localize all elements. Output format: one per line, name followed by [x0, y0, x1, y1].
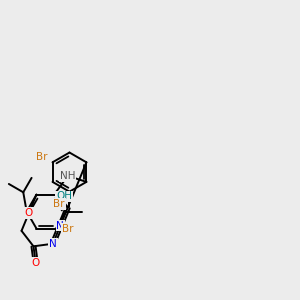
Text: N: N: [49, 239, 57, 249]
Text: Br: Br: [53, 199, 65, 209]
Text: O: O: [25, 208, 33, 218]
Text: O: O: [32, 258, 40, 268]
Text: Br: Br: [62, 224, 74, 233]
Text: NH: NH: [60, 171, 76, 181]
Text: OH: OH: [56, 191, 72, 201]
Text: Br: Br: [36, 152, 47, 162]
Text: N: N: [56, 220, 64, 231]
